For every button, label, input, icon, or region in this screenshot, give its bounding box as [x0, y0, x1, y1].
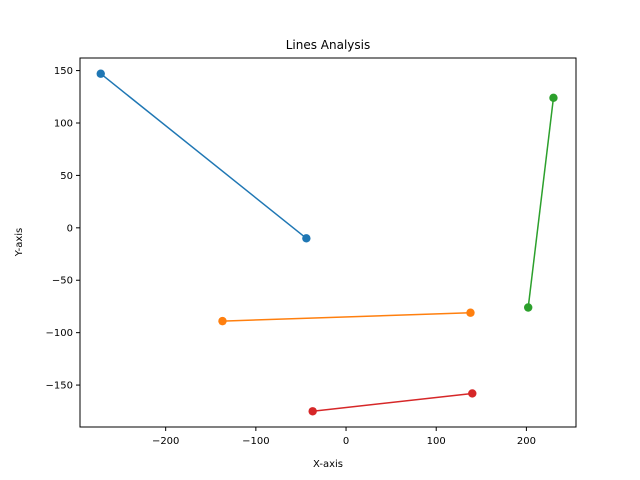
x-axis-label: X-axis	[313, 459, 343, 470]
y-tick-label: −150	[46, 381, 73, 392]
data-point	[302, 234, 311, 243]
plot-layer	[96, 69, 558, 416]
x-tick-label: 0	[343, 436, 349, 447]
data-point	[466, 308, 475, 317]
x-tick-label: 100	[427, 436, 446, 447]
plot-frame	[79, 57, 577, 428]
data-point	[218, 316, 227, 326]
data-point	[468, 389, 477, 398]
series-3	[524, 93, 558, 312]
series-1	[96, 69, 311, 243]
y-tick-label: 0	[67, 223, 73, 234]
data-point	[96, 69, 105, 78]
x-tick-label: −100	[242, 436, 269, 447]
series-line	[312, 392, 473, 413]
y-tick-label: −100	[46, 328, 73, 339]
data-point	[524, 303, 533, 312]
series-line	[527, 97, 555, 308]
chart-title: Lines Analysis	[286, 38, 371, 52]
data-point	[308, 407, 317, 416]
y-tick-label: 50	[60, 171, 73, 182]
series-4	[308, 389, 477, 416]
y-axis-label: Y-axis	[14, 228, 25, 258]
y-tick-label: 150	[54, 66, 73, 77]
x-axis-ticks: −200 −100 0 100 200	[152, 427, 536, 447]
y-tick-label: 100	[54, 118, 73, 129]
series-2	[218, 308, 475, 326]
data-point	[549, 93, 558, 103]
y-tick-label: −50	[52, 276, 73, 287]
x-tick-label: 200	[517, 436, 536, 447]
x-tick-label: −200	[152, 436, 179, 447]
y-axis-ticks: −150 −100 −50 0 50 100 150	[46, 66, 80, 392]
series-line	[100, 73, 307, 239]
series-line	[222, 311, 471, 322]
